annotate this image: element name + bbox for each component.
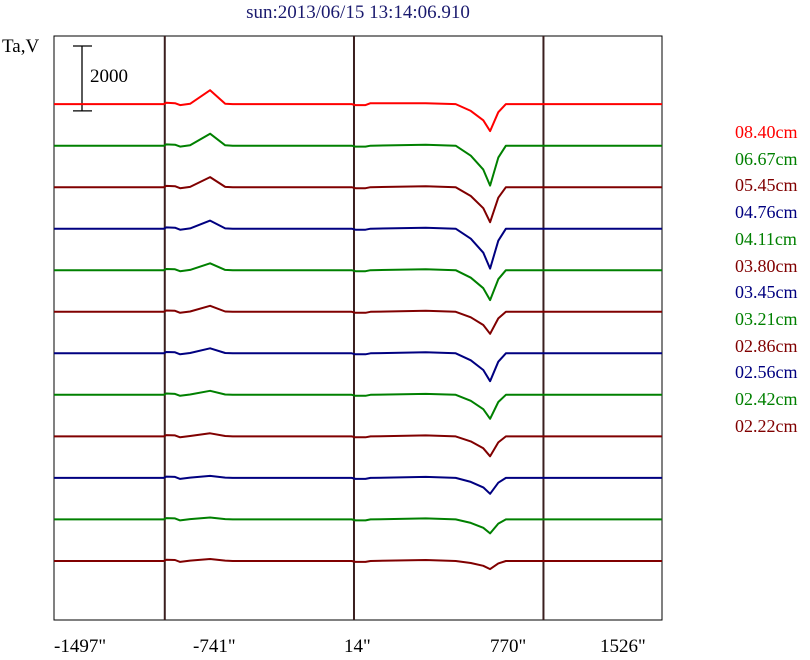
legend-entry: 02.56cm — [735, 362, 798, 383]
series-line-02.22cm — [54, 558, 662, 571]
x-tick-label: -1497" — [54, 636, 107, 657]
y-axis-label: Ta,V — [2, 36, 40, 57]
series-line-05.45cm — [54, 176, 662, 224]
series-line-04.11cm — [54, 262, 662, 302]
x-tick-label: 14" — [344, 636, 371, 657]
series-line-04.76cm — [54, 219, 662, 270]
legend-entry: 08.40cm — [735, 122, 798, 142]
legend: 08.40cm 06.67cm 05.45cm 04.76cm 04.11cm 03.80… — [735, 119, 798, 439]
series-line-03.21cm — [54, 389, 662, 420]
x-tick-label: -741" — [193, 636, 236, 657]
legend-entry: 04.11cm — [735, 228, 797, 249]
legend-entry: 05.45cm — [735, 175, 798, 196]
series-line-08.40cm — [54, 89, 662, 133]
legend-entry: 03.80cm — [735, 255, 798, 276]
series-line-03.45cm — [54, 347, 662, 383]
series-line-03.80cm — [54, 304, 662, 335]
series-line-02.42cm — [54, 516, 662, 535]
legend-entry: 04.76cm — [735, 202, 798, 223]
scale-bar-label: 2000 — [90, 66, 128, 87]
x-tick-label: 1526" — [600, 636, 646, 657]
legend-entry: 02.22cm — [735, 415, 798, 436]
x-tick-label: 770" — [490, 636, 527, 657]
series-line-02.86cm — [54, 432, 662, 458]
chart-title: sun:2013/06/15 13:14:06.910 — [246, 2, 470, 23]
legend-entry: 02.86cm — [735, 335, 798, 356]
legend-entry: 03.21cm — [735, 308, 798, 329]
legend-entry: 03.45cm — [735, 282, 798, 303]
legend-entry: 02.42cm — [735, 389, 798, 410]
legend-entry: 06.67cm — [735, 148, 798, 169]
series-line-06.67cm — [54, 132, 662, 187]
plot-frame — [53, 35, 663, 621]
series-line-02.56cm — [54, 474, 662, 495]
